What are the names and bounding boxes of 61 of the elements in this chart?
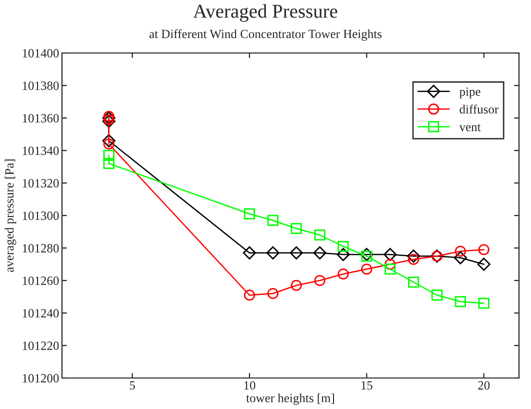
x-tick-label: 10 <box>244 381 256 390</box>
x-tick-label: 15 <box>362 381 372 390</box>
x-tick-label: 5 <box>130 381 135 390</box>
point <box>267 288 278 300</box>
legend-label: diffusor <box>460 104 498 114</box>
point <box>266 246 280 260</box>
point <box>102 134 116 148</box>
y-tick-label: 101300 <box>22 212 59 220</box>
y-axis-title: averaged pressure [Pa] <box>4 160 16 272</box>
point <box>244 208 256 220</box>
point <box>384 264 396 275</box>
point <box>384 258 396 270</box>
point <box>406 250 420 263</box>
point <box>103 114 114 126</box>
point <box>103 150 114 161</box>
point <box>102 111 116 125</box>
point <box>454 246 466 257</box>
y-tick-label: 101340 <box>22 146 59 155</box>
point <box>361 264 372 275</box>
point <box>360 248 374 262</box>
point <box>267 214 278 226</box>
point <box>102 114 116 128</box>
point <box>478 244 490 256</box>
point <box>314 229 326 241</box>
y-tick-label: 101220 <box>22 342 59 350</box>
point <box>384 248 397 262</box>
point <box>103 138 114 150</box>
y-tick-label: 101380 <box>22 82 59 90</box>
point <box>242 246 256 260</box>
point <box>361 250 372 262</box>
x-axis-title: tower heights [m] <box>246 394 334 405</box>
point <box>338 268 349 280</box>
point <box>431 290 443 301</box>
point <box>313 246 326 260</box>
point <box>103 158 114 170</box>
x-tick-label: 20 <box>478 381 490 390</box>
point <box>244 290 256 301</box>
y-tick-label: 101200 <box>22 374 59 382</box>
y-tick-label: 101280 <box>22 244 59 252</box>
point <box>477 258 490 271</box>
y-tick-label: 101240 <box>22 309 59 318</box>
chart-subtitle: at Different Wind Concentrator Tower Heights <box>149 29 382 41</box>
legend-label: pipe <box>459 87 480 98</box>
legend-label: vent <box>459 124 481 132</box>
point <box>454 296 466 308</box>
point <box>290 246 303 260</box>
y-tick-label: 101400 <box>22 49 59 58</box>
y-tick-label: 101320 <box>22 179 59 188</box>
point <box>338 240 349 252</box>
point <box>103 110 114 122</box>
chart-title: Averaged Pressure <box>193 4 338 22</box>
point <box>478 298 490 309</box>
point <box>336 248 350 262</box>
point <box>290 222 302 234</box>
y-tick-label: 101260 <box>22 276 59 285</box>
y-tick-label: 101360 <box>22 114 59 122</box>
point <box>408 276 420 288</box>
point <box>454 251 467 264</box>
point <box>408 254 420 265</box>
point <box>290 280 302 291</box>
point <box>314 274 326 286</box>
